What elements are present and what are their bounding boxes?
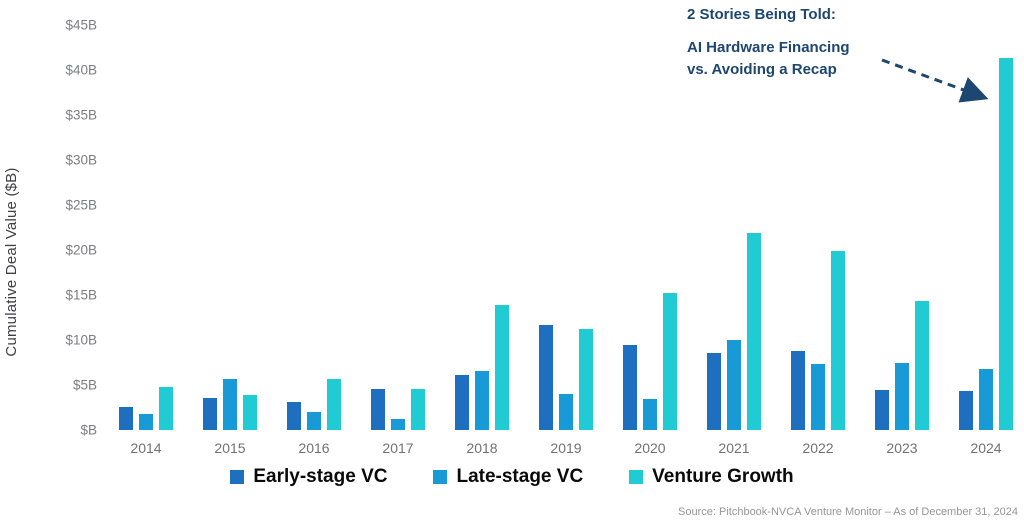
source-note: Source: Pitchbook-NVCA Venture Monitor –… <box>678 506 1018 518</box>
bar-late-stage-vc-2020 <box>643 398 657 430</box>
bar-late-stage-vc-2024 <box>979 368 993 430</box>
bar-early-stage-vc-2017 <box>371 388 385 430</box>
bar-venture-growth-2022 <box>831 250 845 430</box>
bar-late-stage-vc-2015 <box>223 378 237 430</box>
bar-early-stage-vc-2018 <box>455 375 469 430</box>
bar-early-stage-vc-2021 <box>707 352 721 430</box>
bar-group-2018 <box>455 25 509 430</box>
x-axis-label-2023: 2023 <box>886 440 918 456</box>
bar-late-stage-vc-2017 <box>391 419 405 430</box>
bar-late-stage-vc-2022 <box>811 364 825 430</box>
legend-label: Venture Growth <box>652 466 794 487</box>
dashed-arrow-icon <box>881 58 989 103</box>
y-tick-label: $45B <box>65 17 97 33</box>
bar-early-stage-vc-2016 <box>287 402 301 430</box>
x-axis-label-2019: 2019 <box>550 440 582 456</box>
bar-venture-growth-2016 <box>327 378 341 430</box>
bar-group-2016 <box>287 25 341 430</box>
y-tick-label: $35B <box>65 107 97 123</box>
annotation-line-2: vs. Avoiding a Recap <box>687 61 837 78</box>
bar-late-stage-vc-2014 <box>139 413 153 430</box>
x-axis-label-2020: 2020 <box>634 440 666 456</box>
bar-group-2017 <box>371 25 425 430</box>
bar-group-2015 <box>203 25 257 430</box>
bar-group-2021 <box>707 25 761 430</box>
legend-item-late-stage-vc: Late-stage VC <box>433 466 583 488</box>
x-axis-label-2022: 2022 <box>802 440 834 456</box>
bar-early-stage-vc-2023 <box>875 389 889 430</box>
x-axis-label-2021: 2021 <box>718 440 750 456</box>
bar-venture-growth-2019 <box>579 329 593 430</box>
bar-venture-growth-2015 <box>243 394 257 430</box>
bar-group-2014 <box>119 25 173 430</box>
bar-group-2023 <box>875 25 929 430</box>
y-tick-label: $30B <box>65 152 97 168</box>
y-tick-label: $10B <box>65 332 97 348</box>
x-axis-label-2018: 2018 <box>466 440 498 456</box>
legend-item-venture-growth: Venture Growth <box>629 466 794 488</box>
bar-group-2020 <box>623 25 677 430</box>
legend-item-early-stage-vc: Early-stage VC <box>230 466 387 488</box>
x-axis-label-2017: 2017 <box>382 440 414 456</box>
bar-venture-growth-2021 <box>747 232 761 430</box>
bar-group-2019 <box>539 25 593 430</box>
y-tick-label: $40B <box>65 62 97 78</box>
bar-early-stage-vc-2024 <box>959 391 973 430</box>
legend-swatch-icon <box>629 470 644 484</box>
y-tick-label: $20B <box>65 242 97 258</box>
bar-venture-growth-2024 <box>999 58 1013 430</box>
x-axis-label-2016: 2016 <box>298 440 330 456</box>
annotation-line-1: AI Hardware Financing <box>687 39 850 56</box>
bar-early-stage-vc-2015 <box>203 397 217 430</box>
x-axis-label-2015: 2015 <box>214 440 246 456</box>
legend-label: Late-stage VC <box>456 466 584 487</box>
x-axis-label-2024: 2024 <box>970 440 1002 456</box>
bar-venture-growth-2017 <box>411 388 425 430</box>
bar-early-stage-vc-2022 <box>791 350 805 430</box>
y-tick-label: $5B <box>72 377 97 393</box>
bar-venture-growth-2023 <box>915 301 929 430</box>
y-tick-label: $25B <box>65 197 97 213</box>
y-tick-label: $B <box>80 422 97 438</box>
chart-legend: Early-stage VC Late-stage VC Venture Growt… <box>0 466 1024 488</box>
annotation-callout: 2 Stories Being Told: AI Hardware Financ… <box>687 4 850 81</box>
bar-early-stage-vc-2014 <box>119 406 133 430</box>
legend-swatch-icon <box>433 470 448 484</box>
y-tick-label: $15B <box>65 287 97 303</box>
bar-late-stage-vc-2016 <box>307 412 321 430</box>
bar-venture-growth-2018 <box>495 304 509 430</box>
bar-late-stage-vc-2019 <box>559 394 573 430</box>
annotation-title: 2 Stories Being Told: <box>687 6 836 23</box>
bar-group-2024 <box>959 25 1013 430</box>
bar-early-stage-vc-2020 <box>623 345 637 430</box>
bar-late-stage-vc-2023 <box>895 363 909 430</box>
legend-label: Early-stage VC <box>253 466 388 487</box>
x-axis-label-2014: 2014 <box>130 440 162 456</box>
legend-swatch-icon <box>230 470 245 484</box>
bar-early-stage-vc-2019 <box>539 324 553 430</box>
bar-group-2022 <box>791 25 845 430</box>
bar-late-stage-vc-2018 <box>475 370 489 430</box>
bar-venture-growth-2020 <box>663 293 677 430</box>
bar-venture-growth-2014 <box>159 386 173 430</box>
bar-late-stage-vc-2021 <box>727 340 741 430</box>
